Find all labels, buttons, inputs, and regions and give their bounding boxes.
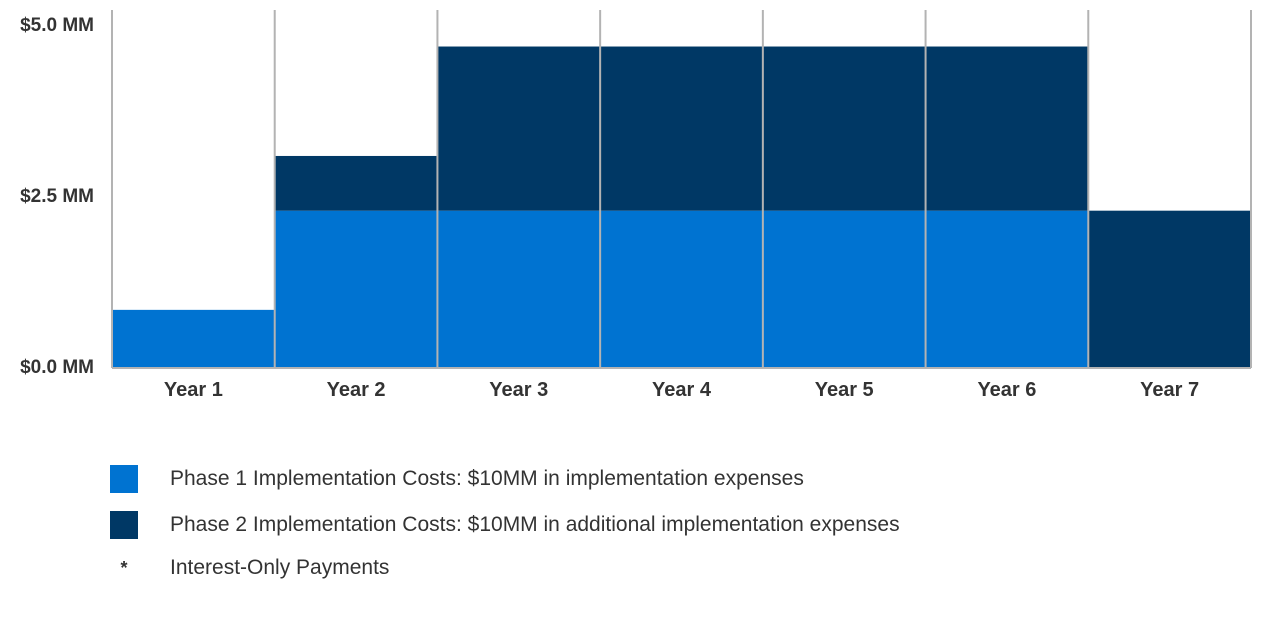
- y-tick-label-2: $5.0 MM: [20, 15, 94, 36]
- bar-4-series-2: [600, 46, 763, 211]
- asterisk-icon: *: [120, 557, 128, 578]
- legend-item-phase-1: Phase 1 Implementation Costs: $10MM in i…: [110, 456, 900, 502]
- stacked-bar-chart: $0.0 MM $2.5 MM $5.0 MM Year 1 Year 2 Year 3 Y…: [20, 10, 1252, 401]
- x-tick-label-7: Year 7: [1140, 379, 1199, 401]
- x-tick-label-1: Year 1: [164, 379, 223, 401]
- legend-item-note: * Interest-Only Payments: [110, 548, 900, 588]
- y-tick-label-1: $2.5 MM: [20, 186, 94, 207]
- bar-6-series-1: [925, 210, 1089, 368]
- x-tick-label-5: Year 5: [815, 379, 874, 401]
- legend-label-phase-1: Phase 1 Implementation Costs: $10MM in i…: [170, 467, 804, 490]
- x-tick-label-3: Year 3: [489, 379, 548, 401]
- bar-2-series-1: [274, 210, 438, 368]
- bar-5-series-2: [762, 46, 926, 211]
- bar-2-series-2: [274, 155, 438, 211]
- bar-3-series-2: [437, 46, 601, 211]
- x-tick-label-4: Year 4: [652, 379, 712, 401]
- bar-7-series-2: [1088, 210, 1251, 368]
- y-tick-label-0: $0.0 MM: [20, 357, 94, 378]
- legend: Phase 1 Implementation Costs: $10MM in i…: [110, 456, 900, 588]
- bar-4-series-1: [600, 210, 763, 368]
- legend-label-phase-2: Phase 2 Implementation Costs: $10MM in a…: [170, 513, 900, 536]
- x-tick-label-2: Year 2: [327, 379, 386, 401]
- bar-6-series-2: [925, 46, 1089, 211]
- legend-swatch-phase-2: [110, 511, 138, 539]
- bar-5-series-1: [762, 210, 926, 368]
- legend-swatch-phase-1: [110, 465, 138, 493]
- bar-1-series-1: [112, 309, 275, 368]
- bar-3-series-1: [437, 210, 601, 368]
- x-tick-label-6: Year 6: [977, 379, 1036, 401]
- legend-item-phase-2: Phase 2 Implementation Costs: $10MM in a…: [110, 502, 900, 548]
- legend-label-note: Interest-Only Payments: [170, 556, 390, 579]
